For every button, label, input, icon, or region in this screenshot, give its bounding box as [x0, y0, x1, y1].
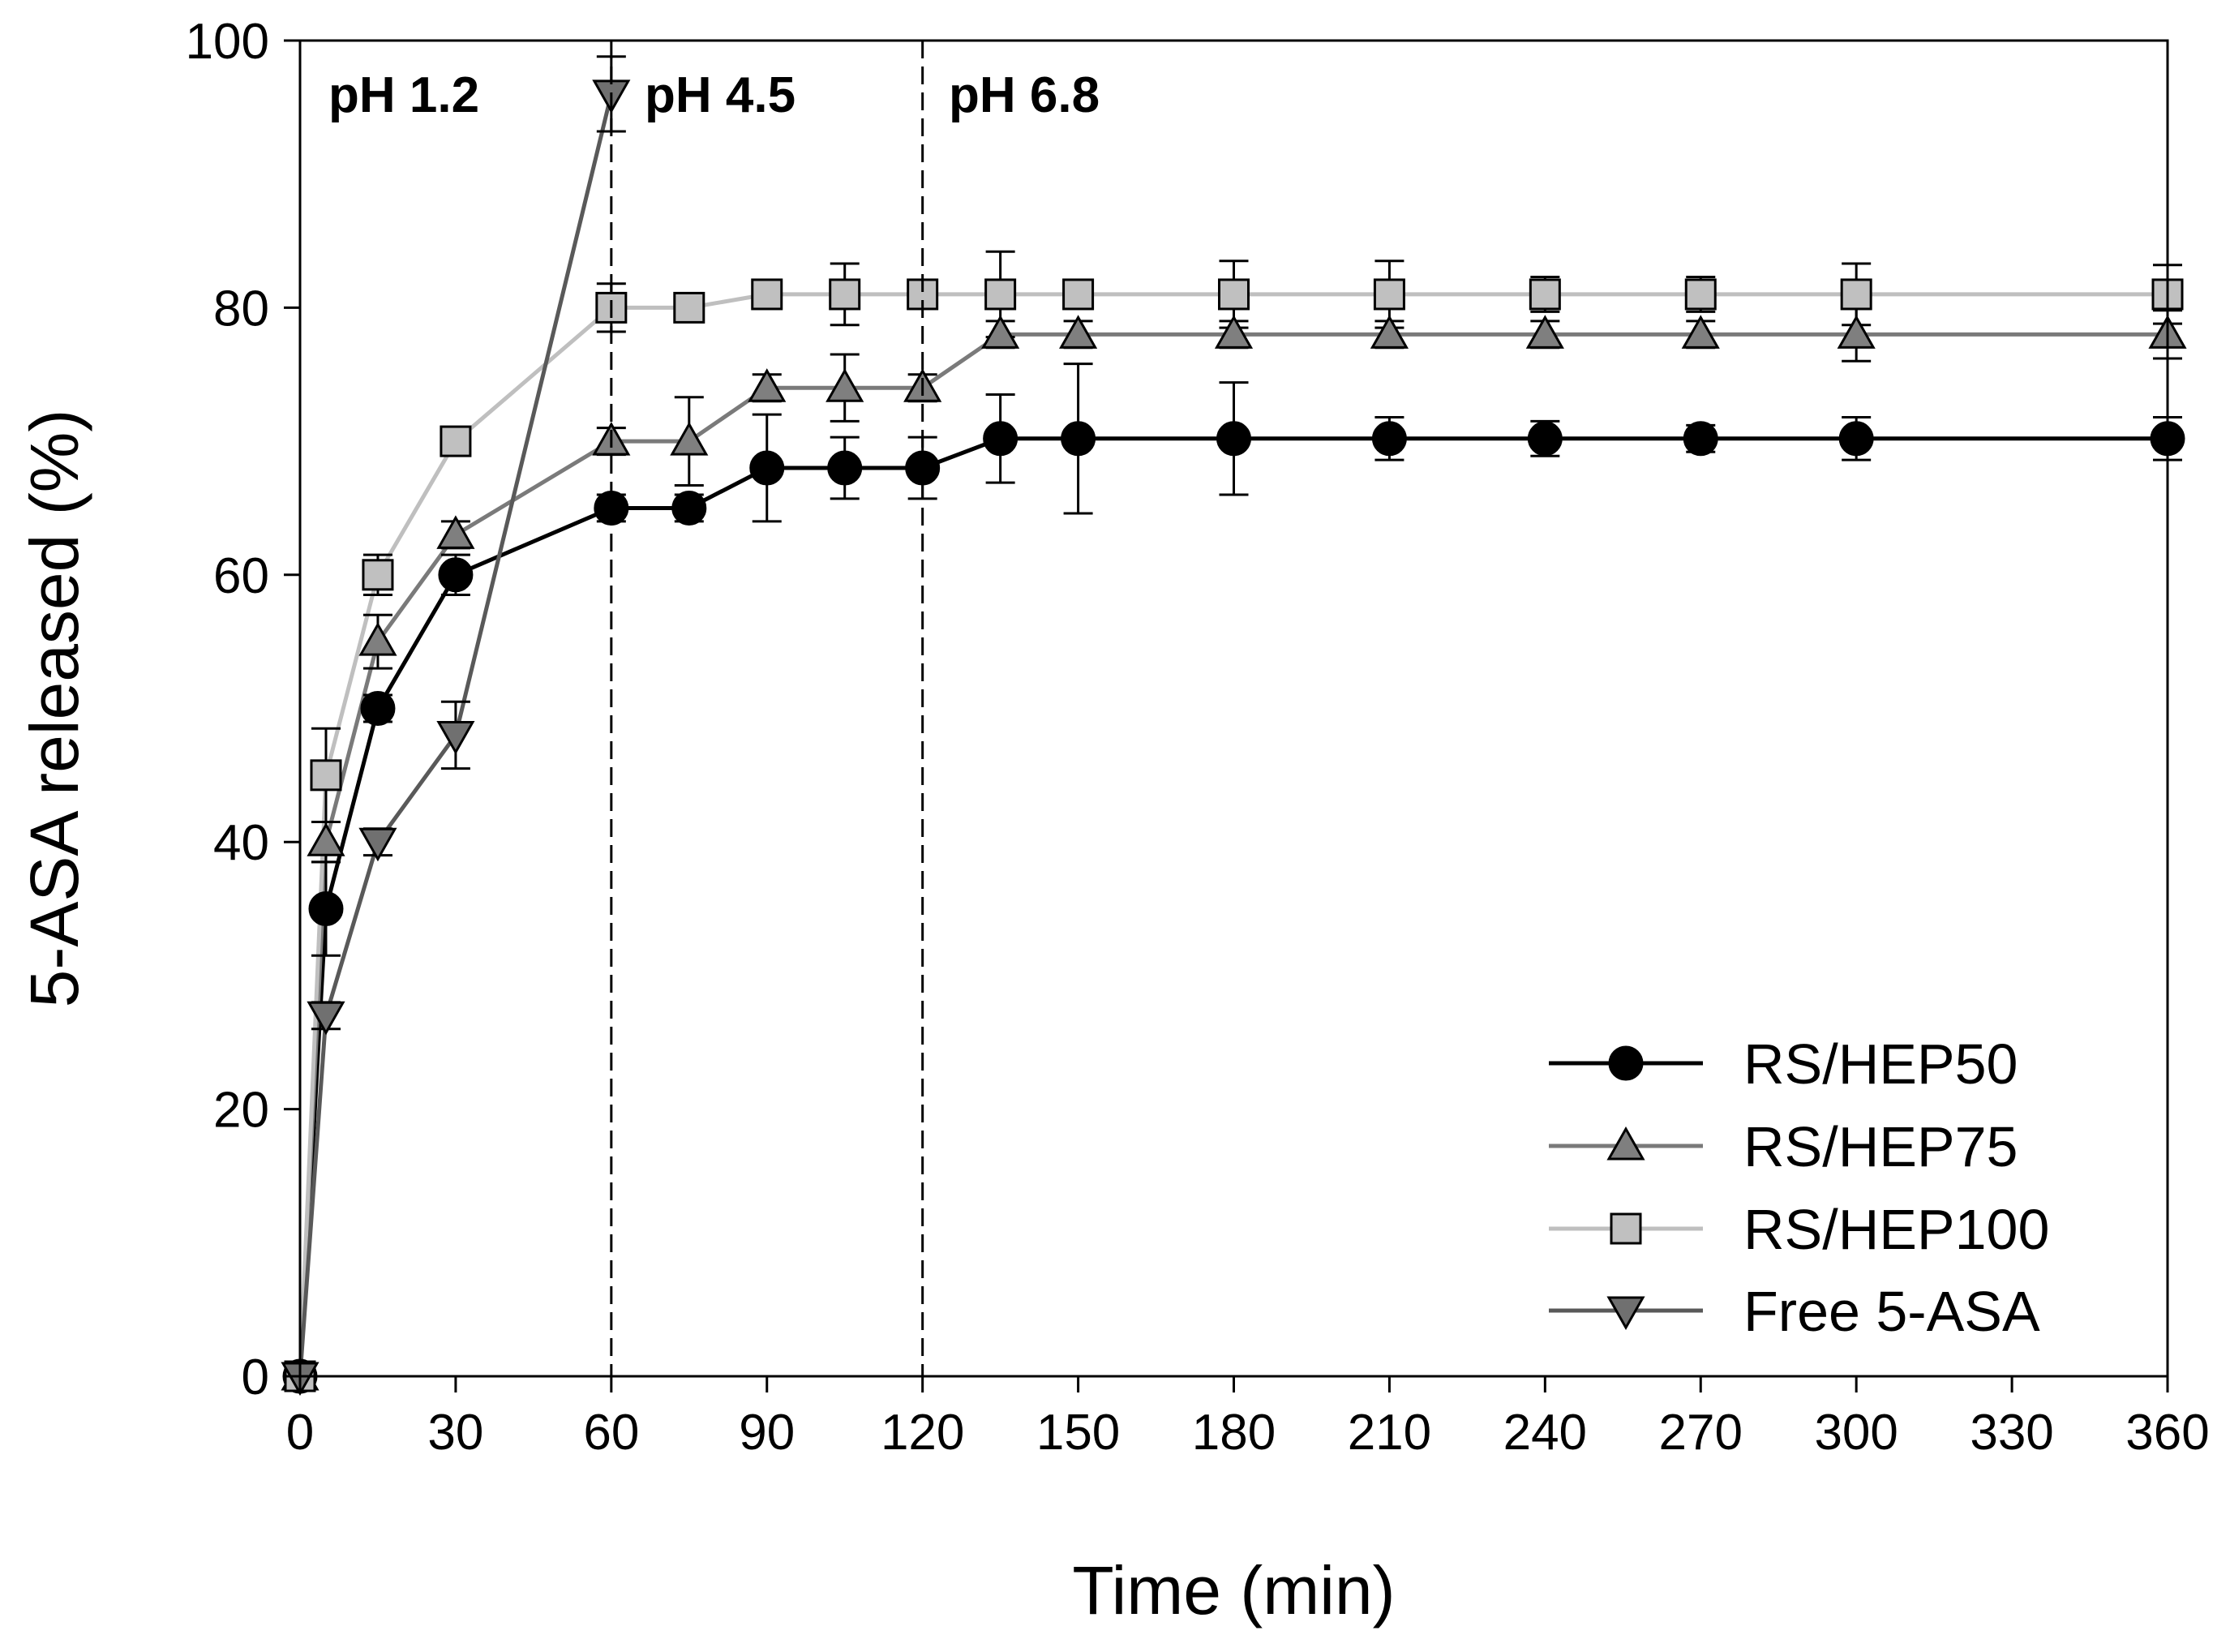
- data-point-1-6: [748, 368, 787, 402]
- ph-label: pH 6.8: [949, 67, 1100, 123]
- data-point-3-1: [307, 1001, 345, 1036]
- data-point-1-11: [1214, 315, 1254, 349]
- x-axis-title: Time (min): [1072, 1552, 1395, 1628]
- error-bars: [311, 55, 2182, 1031]
- data-point-0-2: [360, 691, 396, 726]
- data-point-0-7: [827, 450, 863, 486]
- data-markers: [281, 79, 2187, 1397]
- data-point-2-13: [1529, 278, 1561, 311]
- x-tick-label: 0: [286, 1405, 314, 1461]
- data-point-0-9: [983, 421, 1019, 457]
- x-tick-label: 330: [1970, 1405, 2053, 1461]
- data-point-0-3: [438, 557, 474, 593]
- y-tick-label: 60: [213, 548, 269, 604]
- data-point-2-9: [984, 278, 1017, 311]
- data-point-2-1: [310, 759, 342, 792]
- data-point-1-5: [670, 422, 709, 456]
- legend-marker-3: [1606, 1296, 1645, 1331]
- data-point-0-11: [1216, 421, 1251, 457]
- data-point-1-15: [1837, 315, 1876, 349]
- legend-label: RS/HEP50: [1743, 1032, 2018, 1096]
- legend-marker-0: [1608, 1045, 1644, 1081]
- y-axis-title: 5-ASA released (%): [16, 410, 92, 1008]
- y-tick-label: 40: [213, 815, 269, 871]
- data-point-1-2: [358, 622, 397, 656]
- x-tick-label: 60: [583, 1405, 639, 1461]
- data-point-0-13: [1527, 421, 1563, 457]
- y-tick-label: 100: [186, 14, 269, 70]
- data-point-0-12: [1371, 421, 1407, 457]
- data-point-1-10: [1059, 315, 1098, 349]
- data-point-1-1: [307, 822, 345, 856]
- data-point-1-12: [1370, 315, 1409, 349]
- data-point-2-14: [1684, 278, 1717, 311]
- x-tick-label: 90: [739, 1405, 795, 1461]
- data-point-0-15: [1838, 421, 1874, 457]
- legend: RS/HEP50 RS/HEP75 RS/HEP100 Free 5-ASA: [1549, 1032, 2049, 1343]
- data-point-2-7: [829, 278, 861, 311]
- ph-annotations: pH 1.2 pH 4.5 pH 6.8: [328, 41, 1100, 1376]
- data-point-2-5: [673, 291, 705, 324]
- data-point-2-3: [440, 425, 472, 457]
- data-point-2-6: [751, 278, 783, 311]
- x-tick-label: 240: [1503, 1405, 1587, 1461]
- data-point-2-11: [1218, 278, 1250, 311]
- x-tick-label: 270: [1659, 1405, 1743, 1461]
- legend-marker-2: [1610, 1212, 1642, 1245]
- data-point-2-2: [362, 559, 394, 591]
- x-tick-label: 150: [1036, 1405, 1120, 1461]
- x-tick-label: 30: [427, 1405, 483, 1461]
- data-point-0-10: [1061, 421, 1096, 457]
- legend-label: Free 5-ASA: [1743, 1280, 2040, 1343]
- y-tick-label: 0: [242, 1349, 269, 1405]
- data-point-1-9: [981, 315, 1020, 349]
- data-point-0-1: [308, 891, 344, 927]
- data-point-3-2: [358, 827, 397, 862]
- data-point-1-13: [1525, 315, 1564, 349]
- data-point-0-5: [671, 490, 707, 526]
- data-point-1-14: [1681, 315, 1720, 349]
- legend-label: RS/HEP75: [1743, 1115, 2018, 1178]
- legend-label: RS/HEP100: [1743, 1198, 2049, 1261]
- data-point-2-12: [1373, 278, 1405, 311]
- x-tick-label: 120: [881, 1405, 964, 1461]
- data-point-0-6: [749, 450, 785, 486]
- data-point-3-3: [436, 720, 475, 755]
- legend-marker-1: [1606, 1126, 1645, 1161]
- x-tick-label: 360: [2125, 1405, 2209, 1461]
- x-tick-label: 210: [1348, 1405, 1431, 1461]
- ph-label: pH 4.5: [645, 67, 796, 123]
- y-tick-label: 80: [213, 281, 269, 337]
- data-point-2-15: [1840, 278, 1872, 311]
- x-tick-label: 300: [1814, 1405, 1898, 1461]
- data-point-2-10: [1062, 278, 1095, 311]
- data-point-1-7: [826, 368, 864, 402]
- x-tick-label: 180: [1192, 1405, 1276, 1461]
- axes: 0 30 60 90 120 150 180 210 240 270 300 330 360 0 20 40 6…: [16, 14, 2210, 1628]
- y-tick-label: 20: [213, 1083, 269, 1139]
- data-point-1-3: [436, 515, 475, 549]
- data-point-0-14: [1683, 421, 1718, 457]
- ph-label: pH 1.2: [328, 67, 479, 123]
